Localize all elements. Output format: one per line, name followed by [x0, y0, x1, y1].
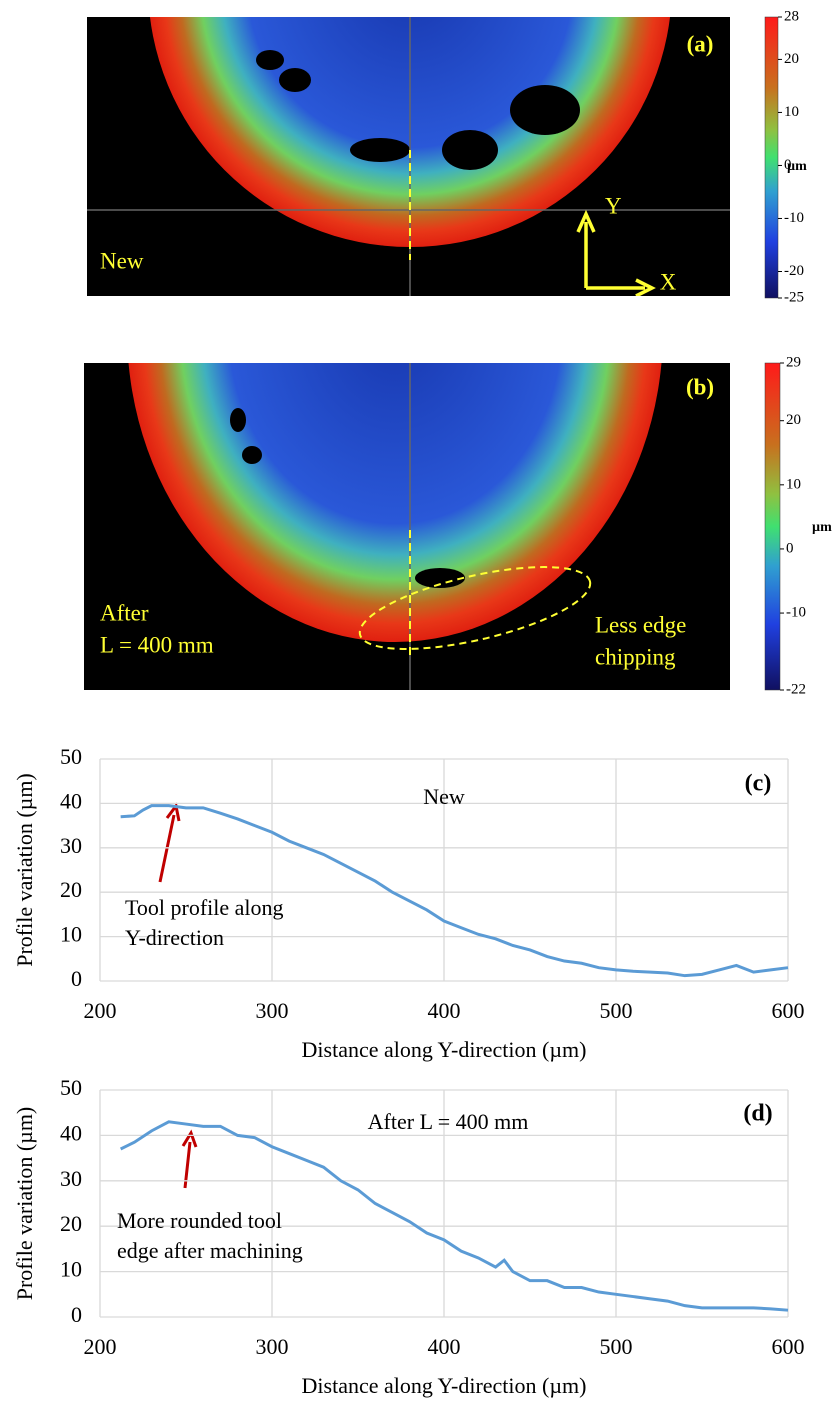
y-axis-label: Profile variation (µm) [12, 773, 37, 967]
colorbar-tick-label: 28 [784, 8, 799, 24]
y-tick-label: 40 [60, 1120, 82, 1145]
data-line [120, 804, 789, 978]
colorbar-tick-label: -10 [786, 604, 806, 620]
note: L = 400 mm [100, 632, 214, 657]
data-line [119, 1120, 789, 1312]
y-tick-label: 10 [60, 1257, 82, 1282]
x-tick-label: 300 [256, 1334, 289, 1359]
y-tick-label: 50 [60, 1075, 82, 1100]
colorbar-tick-label: 0 [784, 157, 792, 173]
colorbar-tick-label: 0 [786, 540, 794, 556]
x-tick-label: 400 [428, 1334, 461, 1359]
y-axis-label: Profile variation (µm) [12, 1107, 37, 1301]
colorbar-tick-label: 20 [786, 412, 801, 428]
colorbar-tick-label: -22 [786, 681, 806, 697]
arrow [158, 802, 181, 883]
colorbar-unit: µm [812, 520, 832, 535]
y-tick-label: 20 [60, 877, 82, 902]
height-map-b [84, 363, 730, 690]
arrow [181, 1129, 198, 1189]
y-tick-label: 30 [60, 1166, 82, 1191]
note: New [100, 248, 144, 273]
axis-name: Y [605, 193, 622, 218]
annotation: edge after machining [117, 1238, 303, 1263]
colorbar-tick-label: 20 [784, 51, 799, 67]
colorbar-tick-label: 29 [786, 354, 801, 370]
x-tick-label: 500 [600, 998, 633, 1023]
height-map-a [87, 17, 730, 296]
colorbar-unit: µm [787, 159, 807, 174]
colorbar [764, 16, 779, 299]
y-tick-label: 50 [60, 744, 82, 769]
note: After [100, 600, 149, 625]
panel-label: (c) [745, 771, 772, 797]
y-tick-label: 10 [60, 922, 82, 947]
x-tick-label: 200 [84, 998, 117, 1023]
x-tick-label: 500 [600, 1334, 633, 1359]
colorbar-tick-label: 10 [784, 104, 799, 120]
x-tick-label: 200 [84, 1334, 117, 1359]
colorbar-tick-label: 10 [786, 476, 801, 492]
annotation: Tool profile along [125, 895, 284, 920]
panel-label: (b) [686, 374, 714, 399]
panel-label: (d) [743, 1101, 772, 1127]
panel-label: (a) [687, 31, 714, 56]
colorbar-tick-label: -10 [784, 210, 804, 226]
x-tick-label: 400 [428, 998, 461, 1023]
chart-title: New [423, 784, 465, 809]
x-axis-label: Distance along Y-direction (µm) [302, 1373, 587, 1398]
x-tick-label: 600 [772, 1334, 805, 1359]
annotation: Less edge [595, 612, 686, 637]
y-tick-label: 0 [71, 1302, 82, 1327]
y-tick-label: 40 [60, 788, 82, 813]
x-axis-label: Distance along Y-direction (µm) [302, 1037, 587, 1062]
chart-title: After L = 400 mm [368, 1109, 529, 1134]
x-tick-label: 300 [256, 998, 289, 1023]
colorbar-tick-label: -20 [784, 263, 804, 279]
y-tick-label: 0 [71, 966, 82, 991]
colorbar-tick-label: -25 [784, 289, 804, 305]
annotation: chipping [595, 644, 676, 669]
annotation: Y-direction [125, 925, 224, 950]
colorbar [764, 362, 781, 691]
annotation: More rounded tool [117, 1208, 282, 1233]
x-tick-label: 600 [772, 998, 805, 1023]
y-tick-label: 20 [60, 1211, 82, 1236]
y-tick-label: 30 [60, 833, 82, 858]
axis-name: X [660, 269, 677, 294]
